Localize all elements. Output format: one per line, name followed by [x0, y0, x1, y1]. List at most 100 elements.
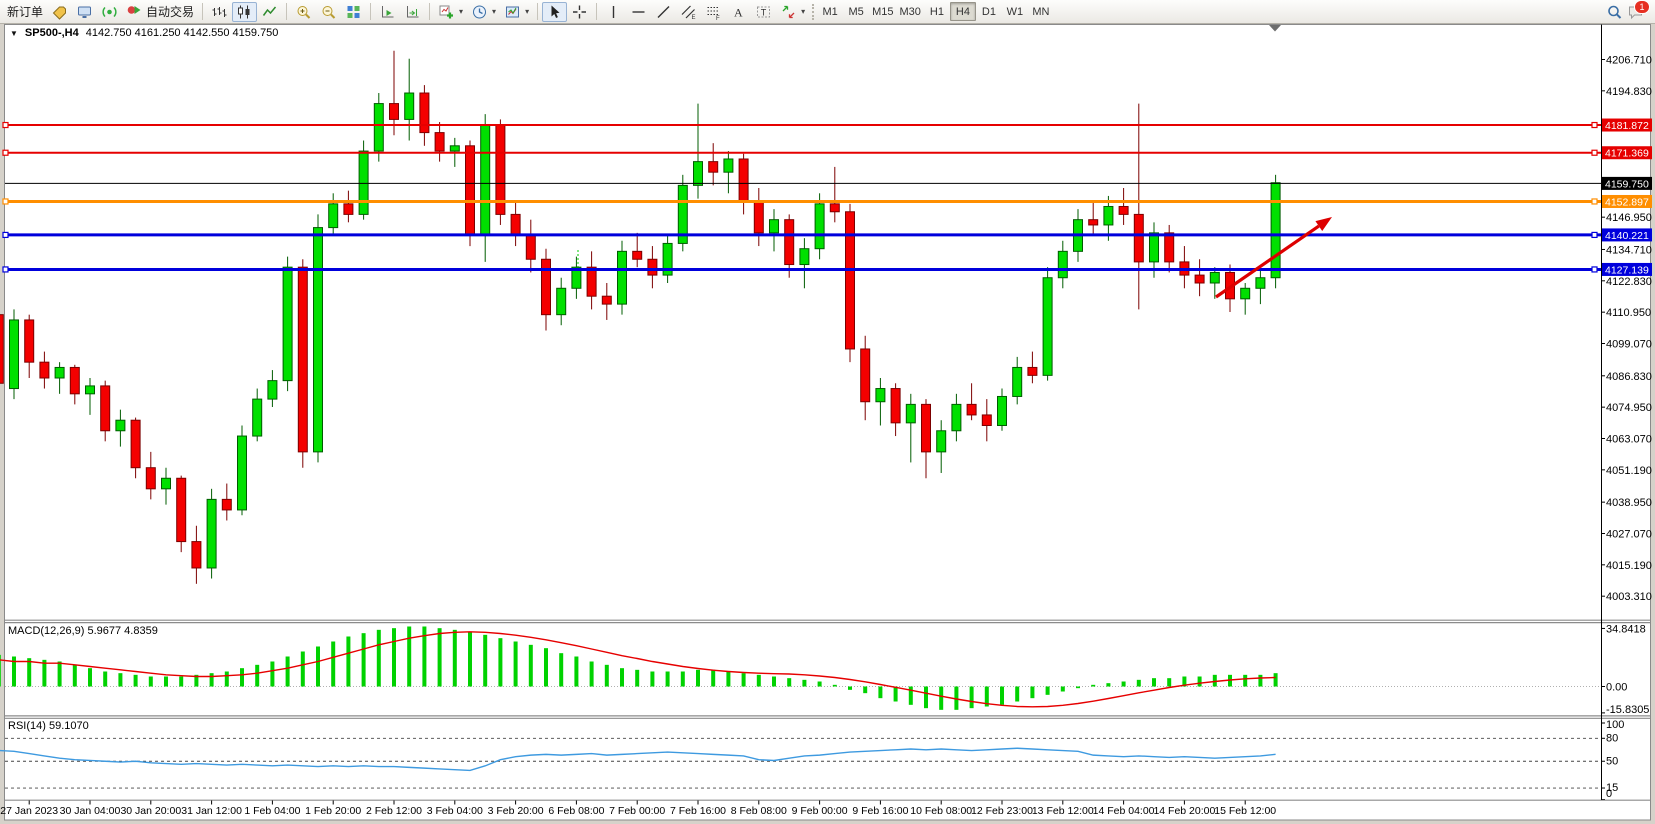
periods-clock-button[interactable]: ▾ [467, 2, 500, 22]
candle-body [845, 211, 855, 350]
chat-button[interactable]: 1 [1625, 0, 1650, 22]
rsi-axis-label: 15 [1606, 782, 1618, 794]
timeframe-button-h4[interactable]: H4 [949, 2, 976, 21]
line-endpoint-handle[interactable] [1591, 198, 1598, 205]
timeframe-button-d1[interactable]: D1 [976, 2, 1002, 21]
price-tick-label: 4110.950 [1606, 307, 1651, 319]
terminal-button[interactable] [72, 2, 97, 22]
macd-histogram-bar [194, 674, 199, 687]
macd-histogram-bar [12, 656, 16, 687]
cursor-button[interactable] [542, 1, 568, 22]
line-chart-icon [261, 4, 278, 20]
line-endpoint-handle[interactable] [1591, 231, 1598, 239]
candle-body [1133, 213, 1144, 263]
toolbar-separator [370, 3, 372, 20]
date-tick-label: 14 Feb 20:00 [1153, 805, 1215, 817]
svg-text:E: E [692, 15, 696, 20]
toolbar-grip [812, 3, 815, 20]
chart-shift-button[interactable] [400, 2, 425, 22]
horizontal-line-button[interactable] [626, 2, 651, 22]
trend-arrow-line[interactable] [1215, 224, 1320, 299]
arrows-button[interactable]: ▾ [776, 2, 809, 22]
line-chart-button[interactable] [257, 2, 282, 22]
candle-body [373, 103, 384, 152]
candle-body [510, 213, 521, 237]
candle-body [252, 398, 263, 437]
candle-body [662, 242, 673, 276]
price-tick-label: 4146.950 [1606, 212, 1652, 224]
trend-arrow-head[interactable] [1315, 217, 1332, 232]
auto-scroll-button[interactable] [375, 2, 400, 22]
macd-histogram-bar [604, 664, 609, 687]
line-endpoint-handle[interactable] [2, 121, 9, 129]
candle-body [1270, 182, 1281, 279]
candles-chart-button[interactable] [232, 1, 258, 22]
timeframe-button-h1[interactable]: H1 [924, 2, 950, 21]
date-tick-label: 30 Jan 04:00 [60, 805, 121, 817]
candle-body [1012, 366, 1023, 397]
text-label-button[interactable]: T [751, 2, 776, 22]
timeframe-button-w1[interactable]: W1 [1002, 2, 1028, 21]
line-endpoint-handle[interactable] [2, 149, 9, 156]
fibonacci-button[interactable]: F [701, 2, 726, 22]
macd-histogram-bar [118, 673, 123, 687]
macd-axis-label: 34.8418 [1606, 623, 1646, 635]
signal-button[interactable] [97, 2, 122, 22]
trendline-button[interactable] [651, 2, 676, 22]
macd-histogram-bar [1167, 678, 1172, 687]
date-tick-label: 7 Feb 00:00 [609, 805, 665, 817]
tile-windows-icon [345, 4, 362, 20]
candle-body [1057, 250, 1068, 279]
candle-body [936, 430, 947, 453]
macd-indicator-label: MACD(12,26,9) 5.9677 4.8359 [8, 625, 158, 637]
macd-histogram-bar [300, 651, 305, 687]
equidistant-channel-button[interactable]: E [676, 2, 701, 22]
macd-histogram-bar [1091, 684, 1096, 687]
zoom-out-button[interactable] [316, 2, 341, 22]
candle-body [389, 103, 399, 120]
macd-histogram-bar [878, 686, 883, 699]
vertical-line-button[interactable] [601, 2, 626, 22]
text-button[interactable]: A [726, 2, 751, 22]
new-order-button[interactable]: 新订单 [3, 2, 47, 22]
candle-body [39, 361, 50, 379]
price-badge-label: 4152.897 [1605, 196, 1649, 208]
dropdown-caret-icon: ▾ [801, 7, 806, 16]
candle-body [981, 414, 992, 426]
svg-text:A: A [734, 5, 743, 19]
symbol-dropdown-icon[interactable]: ▼ [10, 28, 18, 38]
new-chart-button[interactable]: ▾ [434, 2, 467, 22]
macd-histogram-bar [468, 631, 472, 687]
candles-chart-icon [236, 4, 253, 20]
line-endpoint-handle[interactable] [1591, 121, 1598, 129]
candle-body [951, 403, 962, 432]
rsi-axis-label: 50 [1606, 755, 1618, 767]
timeframe-button-m30[interactable]: M30 [897, 2, 924, 21]
timeframe-button-m1[interactable]: M1 [817, 2, 843, 21]
line-endpoint-handle[interactable] [1591, 149, 1598, 156]
search-button[interactable] [1604, 2, 1625, 22]
tile-windows-button[interactable] [341, 2, 366, 22]
tag-button[interactable] [47, 2, 72, 22]
crosshair-icon [571, 4, 588, 20]
timeframe-button-m15[interactable]: M15 [869, 2, 896, 21]
line-endpoint-handle[interactable] [2, 231, 9, 239]
zoom-in-icon [295, 4, 312, 20]
line-endpoint-handle[interactable] [1591, 266, 1598, 273]
date-tick-label: 9 Feb 00:00 [792, 805, 848, 817]
line-endpoint-handle[interactable] [2, 198, 9, 205]
bars-chart-button[interactable] [207, 2, 232, 22]
macd-histogram-bar [1106, 683, 1111, 687]
crosshair-button[interactable] [567, 2, 592, 22]
timeframe-button-mn[interactable]: MN [1028, 2, 1054, 21]
autotrade-button[interactable]: 自动交易 [122, 2, 198, 22]
macd-histogram-bar [1197, 676, 1202, 687]
chart-symbol-title: SP500-,H4 [24, 27, 79, 39]
zoom-in-button[interactable] [291, 2, 316, 22]
chart-title-bar: ▼ SP500-,H4 4142.750 4161.250 4142.550 4… [10, 27, 278, 39]
templates-button[interactable]: ▾ [500, 2, 533, 22]
macd-histogram-bar [1060, 686, 1065, 692]
timeframe-button-m5[interactable]: M5 [843, 2, 869, 21]
macd-histogram-bar [1076, 686, 1080, 689]
line-endpoint-handle[interactable] [2, 266, 9, 273]
